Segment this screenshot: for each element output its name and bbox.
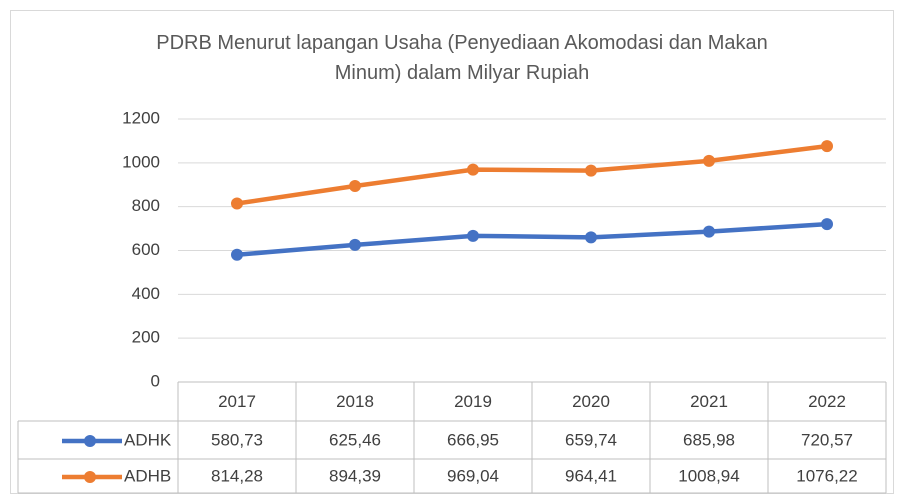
y-tick-label: 600 [132,240,160,259]
series-marker [231,197,243,210]
series-marker [467,229,479,242]
legend-label: ADHK [124,430,172,449]
table-value: 814,28 [211,466,263,485]
x-tick-label: 2018 [336,392,374,411]
series-marker [467,163,479,176]
y-tick-label: 800 [132,196,160,215]
table-value: 1076,22 [796,466,857,485]
series-marker [703,225,715,238]
series-marker [821,218,833,231]
x-tick-label: 2022 [808,392,846,411]
y-tick-label: 400 [132,284,160,303]
table-value: 666,95 [447,430,499,449]
legend-label: ADHB [124,466,171,485]
chart-border [10,10,894,494]
series-line [236,221,828,257]
series-marker [349,238,361,251]
x-tick-label: 2021 [690,392,728,411]
table-value: 685,98 [683,430,735,449]
series-line [236,143,828,206]
legend-marker [84,435,96,447]
series-marker [821,140,833,153]
table-value: 580,73 [211,430,263,449]
chart-title: PDRB Menurut lapangan Usaha (Penyediaan … [156,32,768,84]
x-tick-label: 2020 [572,392,610,411]
series-marker [703,154,715,167]
table-value: 625,46 [329,430,381,449]
y-tick-label: 200 [132,328,160,347]
x-tick-label: 2017 [218,392,256,411]
table-value: 659,74 [565,430,617,449]
series-marker [585,231,597,244]
table-value: 894,39 [329,466,381,485]
series-marker [231,248,243,261]
series-marker [349,179,361,192]
y-tick-label: 0 [151,371,160,390]
table-value: 720,57 [801,430,853,449]
table-value: 1008,94 [678,466,739,485]
table-value: 969,04 [447,466,499,485]
table-value: 964,41 [565,466,617,485]
y-tick-label: 1200 [122,108,160,127]
legend-marker [84,471,96,483]
series-marker [585,164,597,177]
x-tick-label: 2019 [454,392,492,411]
y-tick-label: 1000 [122,152,160,171]
